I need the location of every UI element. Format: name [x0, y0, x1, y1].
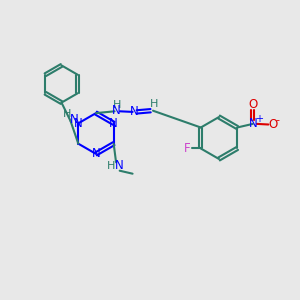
Text: H: H — [112, 100, 121, 110]
Text: H: H — [106, 161, 115, 171]
Text: N: N — [129, 105, 138, 119]
Text: -: - — [275, 115, 279, 125]
Text: H: H — [63, 109, 71, 119]
Text: N: N — [112, 104, 121, 117]
Text: N: N — [74, 117, 83, 130]
Text: O: O — [268, 118, 278, 131]
Text: O: O — [248, 98, 257, 111]
Text: N: N — [115, 159, 124, 172]
Text: N: N — [109, 117, 118, 130]
Text: N: N — [249, 117, 258, 130]
Text: N: N — [70, 113, 79, 126]
Text: H: H — [149, 99, 158, 109]
Text: +: + — [255, 113, 263, 124]
Text: N: N — [92, 147, 100, 161]
Text: F: F — [184, 142, 191, 155]
